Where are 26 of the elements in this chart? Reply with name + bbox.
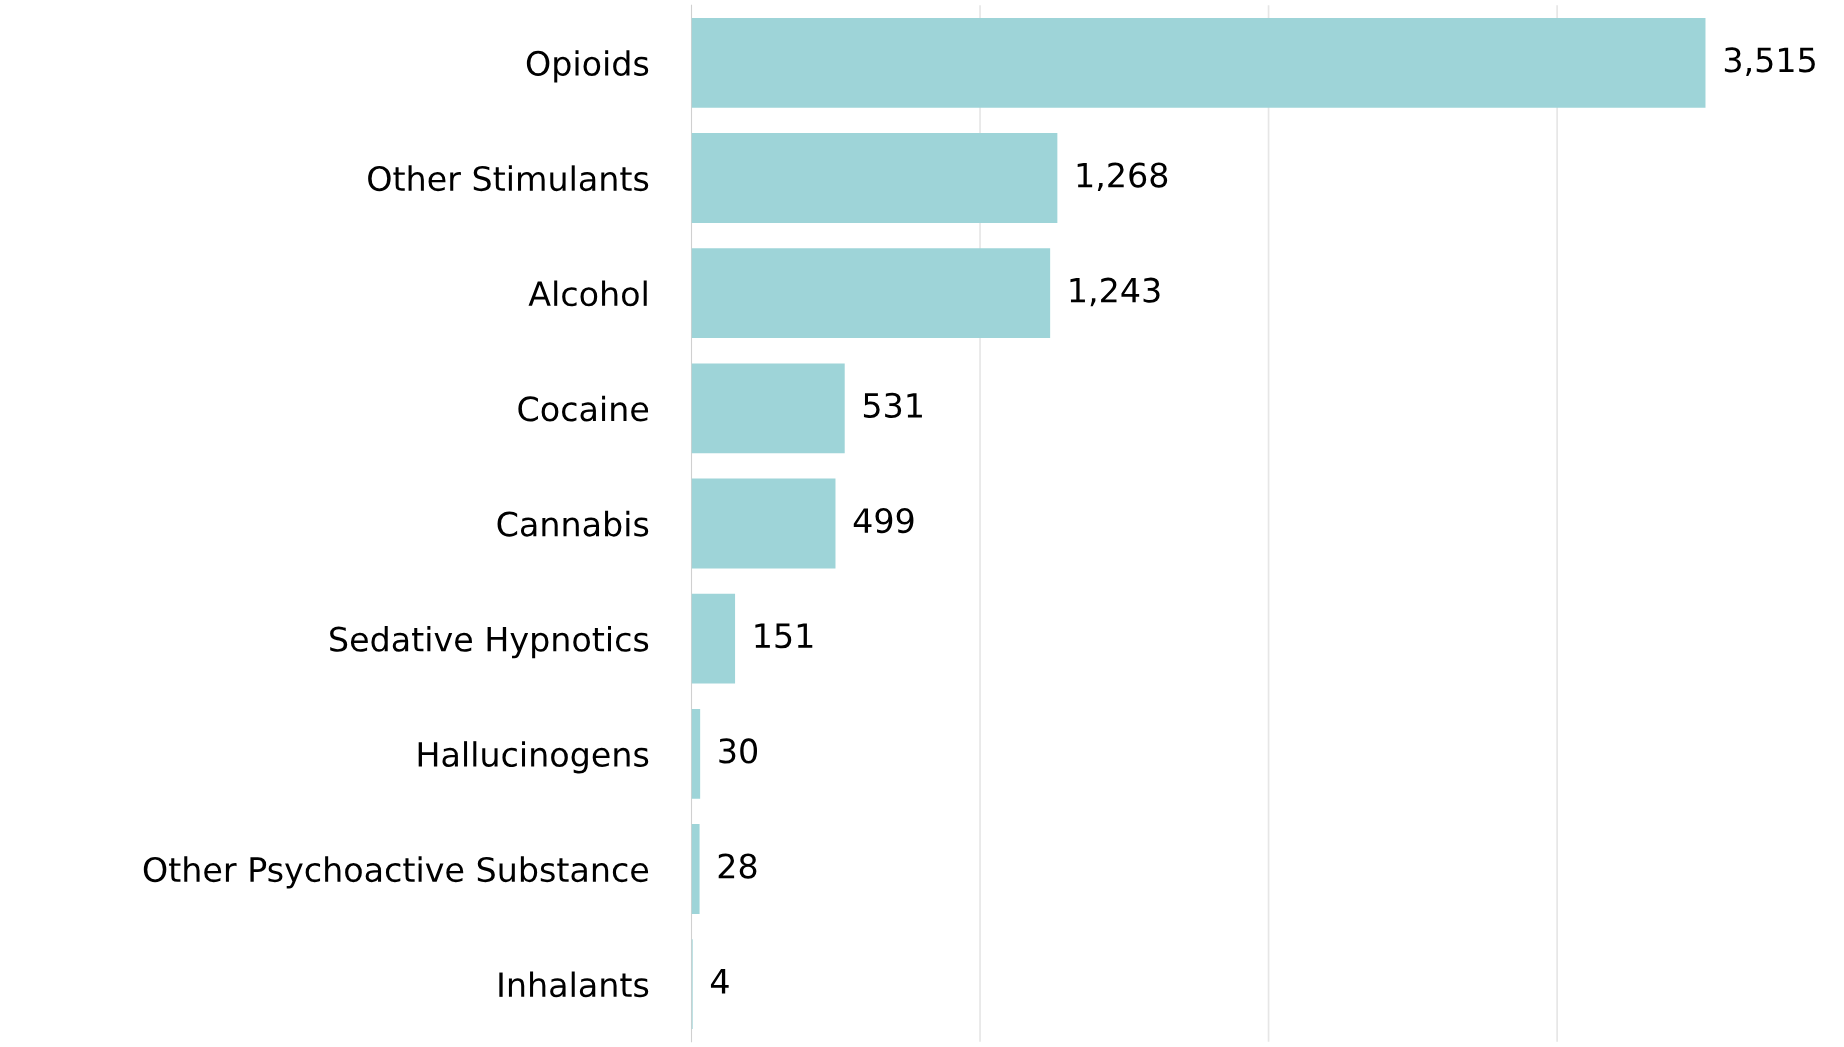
- bar: [691, 593, 736, 684]
- data-label: 3,515: [1724, 47, 1815, 76]
- data-label: 531: [863, 392, 922, 418]
- data-label: 30: [719, 738, 758, 764]
- y-tick-label: Cocaine: [518, 395, 649, 422]
- data-label: 28: [718, 853, 757, 879]
- y-tick-label: Inhalants: [499, 971, 649, 998]
- y-tick-label: Other Psychoactive Substance: [143, 856, 649, 889]
- y-tick-label: Hallucinogens: [418, 741, 649, 774]
- bar: [691, 17, 1706, 108]
- data-label: 4: [710, 969, 729, 994]
- y-tick-label: Alcohol: [528, 280, 647, 307]
- data-label: 499: [853, 507, 914, 534]
- y-tick-label: Sedative Hypnotics: [330, 626, 649, 659]
- bar: [691, 248, 1051, 339]
- bar: [691, 824, 700, 914]
- data-label: 1,243: [1070, 277, 1160, 307]
- y-tick-label: Other Stimulants: [368, 165, 649, 192]
- y-tick-label: Opioids: [526, 50, 649, 83]
- bar: [691, 133, 1058, 223]
- bar: [691, 708, 701, 799]
- bar: [691, 478, 836, 569]
- data-label: 151: [755, 623, 813, 649]
- data-label: 1,268: [1077, 162, 1168, 192]
- bar: [691, 363, 845, 454]
- y-tick-label: Cannabis: [497, 510, 649, 537]
